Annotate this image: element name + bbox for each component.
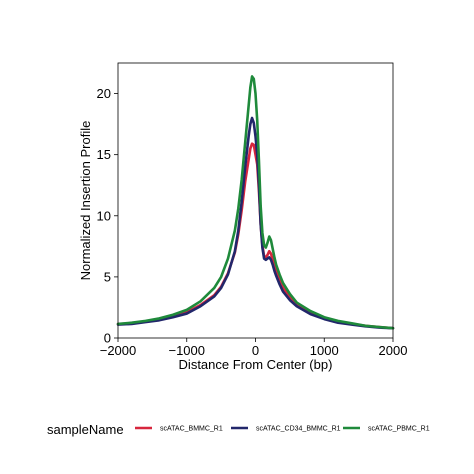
series-layer — [116, 75, 395, 330]
legend-label-1: scATAC_BMMC_R1 — [160, 426, 223, 433]
x-tick-label: −2000 — [100, 343, 137, 358]
y-tick-label: 15 — [97, 147, 111, 162]
y-tick-label: 5 — [104, 269, 111, 284]
legend: sampleName scATAC_BMMC_R1 scATAC_CD34_BMM… — [47, 422, 430, 437]
legend-label-2: scATAC_CD34_BMMC_R1 — [256, 426, 341, 433]
x-tick-label: 1000 — [310, 343, 339, 358]
x-axis-label: Distance From Center (bp) — [179, 357, 333, 372]
x-tick-label: −1000 — [168, 343, 205, 358]
y-tick-label: 0 — [104, 331, 111, 346]
y-tick-label: 20 — [97, 86, 111, 101]
legend-title: sampleName — [47, 422, 124, 437]
legend-label-3: scATAC_PBMC_R1 — [368, 426, 430, 433]
y-axis-label: Normalized Insertion Profile — [78, 121, 93, 281]
x-tick-label: 0 — [252, 343, 259, 358]
y-tick-label: 10 — [97, 208, 111, 223]
x-tick-label: 2000 — [379, 343, 408, 358]
x-axis-ticks: −2000 −1000 0 1000 2000 — [100, 338, 408, 358]
series-line-3 — [116, 75, 395, 330]
y-axis-ticks: 0 5 10 15 20 — [97, 86, 118, 346]
